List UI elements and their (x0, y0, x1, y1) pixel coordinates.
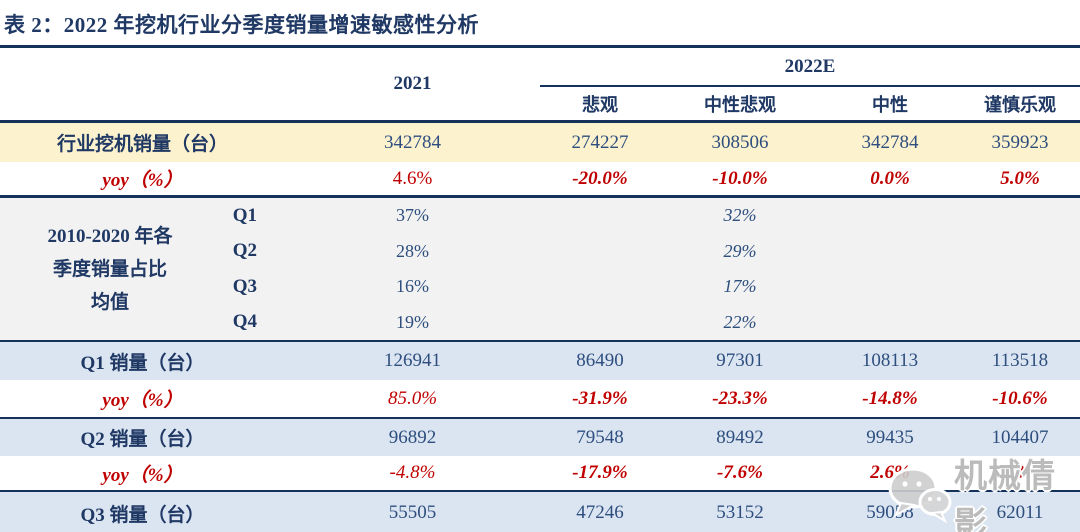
header-year-2021: 2021 (285, 48, 540, 120)
row-q1-yoy: yoy（%） 85.0% -31.9% -23.3% -14.8% -10.6% (0, 380, 1080, 417)
cell-q2-neutral: 99435 (820, 427, 960, 449)
report-table-figure: 表 2：2022 年挖机行业分季度销量增速敏感性分析 2021 2022E 悲观… (0, 0, 1080, 532)
header-forecast-group: 2022E 悲观 中性悲观 中性 谨慎乐观 (540, 48, 1080, 120)
cell-industry-yoy-pessimistic: -20.0% (540, 168, 660, 190)
row-q3-sales: Q3 销量（台） 55505 47246 53152 59058 62011 (0, 492, 1080, 532)
row-label: Q3 销量（台） (0, 500, 285, 527)
share-q2-2021: 28% (285, 241, 540, 262)
cell-q2-yoy-neutral-pessimistic: -7.6% (660, 462, 820, 484)
row-label: Q1 销量（台） (0, 348, 285, 375)
cell-q2-yoy-pessimistic: -17.9% (540, 462, 660, 484)
share-q1-2022e: 32% (660, 205, 820, 226)
cell-q2-pessimistic: 79548 (540, 427, 660, 449)
share-q1-2021: 37% (285, 205, 540, 226)
row-industry-sales: 行业挖机销量（台） 342784 274227 308506 342784 35… (0, 123, 1080, 162)
cell-q2-cautious-optimistic: 104407 (960, 427, 1080, 449)
cell-industry-neutral-pessimistic: 308506 (660, 132, 820, 154)
row-label: yoy（%） (0, 165, 285, 192)
scenario-cautious-optimistic: 谨慎乐观 (960, 91, 1080, 117)
scenario-neutral-pessimistic: 中性悲观 (660, 91, 820, 117)
cell-q2-2021: 96892 (285, 427, 540, 449)
share-q3-2021: 16% (285, 276, 540, 297)
cell-industry-neutral: 342784 (820, 132, 960, 154)
header-year-2022e: 2022E (540, 48, 1080, 87)
share-q4-2021: 19% (285, 312, 540, 333)
cell-q1-neutral-pessimistic: 97301 (660, 350, 820, 372)
header-empty-cell (0, 48, 285, 120)
cell-q1-yoy-neutral: -14.8% (820, 388, 960, 410)
row-label: yoy（%） (0, 385, 285, 412)
cell-q1-yoy-2021: 85.0% (285, 388, 540, 410)
cell-q1-pessimistic: 86490 (540, 350, 660, 372)
table-title: 表 2：2022 年挖机行业分季度销量增速敏感性分析 (0, 0, 1080, 45)
cell-q1-yoy-neutral-pessimistic: -23.3% (660, 388, 820, 410)
cell-industry-pessimistic: 274227 (540, 132, 660, 154)
header-scenarios: 悲观 中性悲观 中性 谨慎乐观 (540, 87, 1080, 120)
cell-industry-yoy-neutral-pessimistic: -10.0% (660, 168, 820, 190)
cell-q2-yoy-neutral: 2.6% (820, 462, 960, 484)
row-q2-sales: Q2 销量（台） 96892 79548 89492 99435 104407 (0, 419, 1080, 456)
cell-industry-yoy-2021: 4.6% (285, 168, 540, 190)
cell-q1-cautious-optimistic: 113518 (960, 350, 1080, 372)
cell-industry-cautious-optimistic: 359923 (960, 132, 1080, 154)
row-label: yoy（%） (0, 460, 285, 487)
share-q3-2022e: 17% (660, 276, 820, 297)
cell-industry-2021: 342784 (285, 132, 540, 154)
scenario-pessimistic: 悲观 (540, 91, 660, 117)
row-label: Q2 销量（台） (0, 424, 285, 451)
share-q2-2022e: 29% (660, 241, 820, 262)
cell-q1-yoy-pessimistic: -31.9% (540, 388, 660, 410)
cell-q2-yoy-2021: -4.8% (285, 462, 540, 484)
cell-q3-pessimistic: 47246 (540, 502, 660, 524)
cell-q2-neutral-pessimistic: 89492 (660, 427, 820, 449)
cell-q1-yoy-cautious-optimistic: -10.6% (960, 388, 1080, 410)
cell-q3-neutral-pessimistic: 53152 (660, 502, 820, 524)
cell-q3-neutral: 59058 (820, 502, 960, 524)
row-industry-yoy: yoy（%） 4.6% -20.0% -10.0% 0.0% 5.0% (0, 162, 1080, 195)
cell-industry-yoy-cautious-optimistic: 5.0% (960, 168, 1080, 190)
row-q2-yoy: yoy（%） -4.8% -17.9% -7.6% 2.6% 7.8% (0, 456, 1080, 490)
quarter-share-section: 2010-2020 年各 季度销量占比 均值 Q1 37% 32% Q2 28%… (0, 198, 1080, 340)
cell-q3-cautious-optimistic: 62011 (960, 502, 1080, 524)
cell-industry-yoy-neutral: 0.0% (820, 168, 960, 190)
row-q1-sales: Q1 销量（台） 126941 86490 97301 108113 11351… (0, 342, 1080, 380)
cell-q1-neutral: 108113 (820, 350, 960, 372)
cell-q3-2021: 55505 (285, 502, 540, 524)
row-label: 行业挖机销量（台） (0, 129, 285, 156)
cell-q2-yoy-cautious-optimistic: 7.8% (960, 462, 1080, 484)
quarter-share-label: 2010-2020 年各 季度销量占比 均值 (0, 198, 220, 340)
cell-q1-2021: 126941 (285, 350, 540, 372)
table-header: 2021 2022E 悲观 中性悲观 中性 谨慎乐观 (0, 48, 1080, 120)
share-q4-2022e: 22% (660, 312, 820, 333)
scenario-neutral: 中性 (820, 91, 960, 117)
